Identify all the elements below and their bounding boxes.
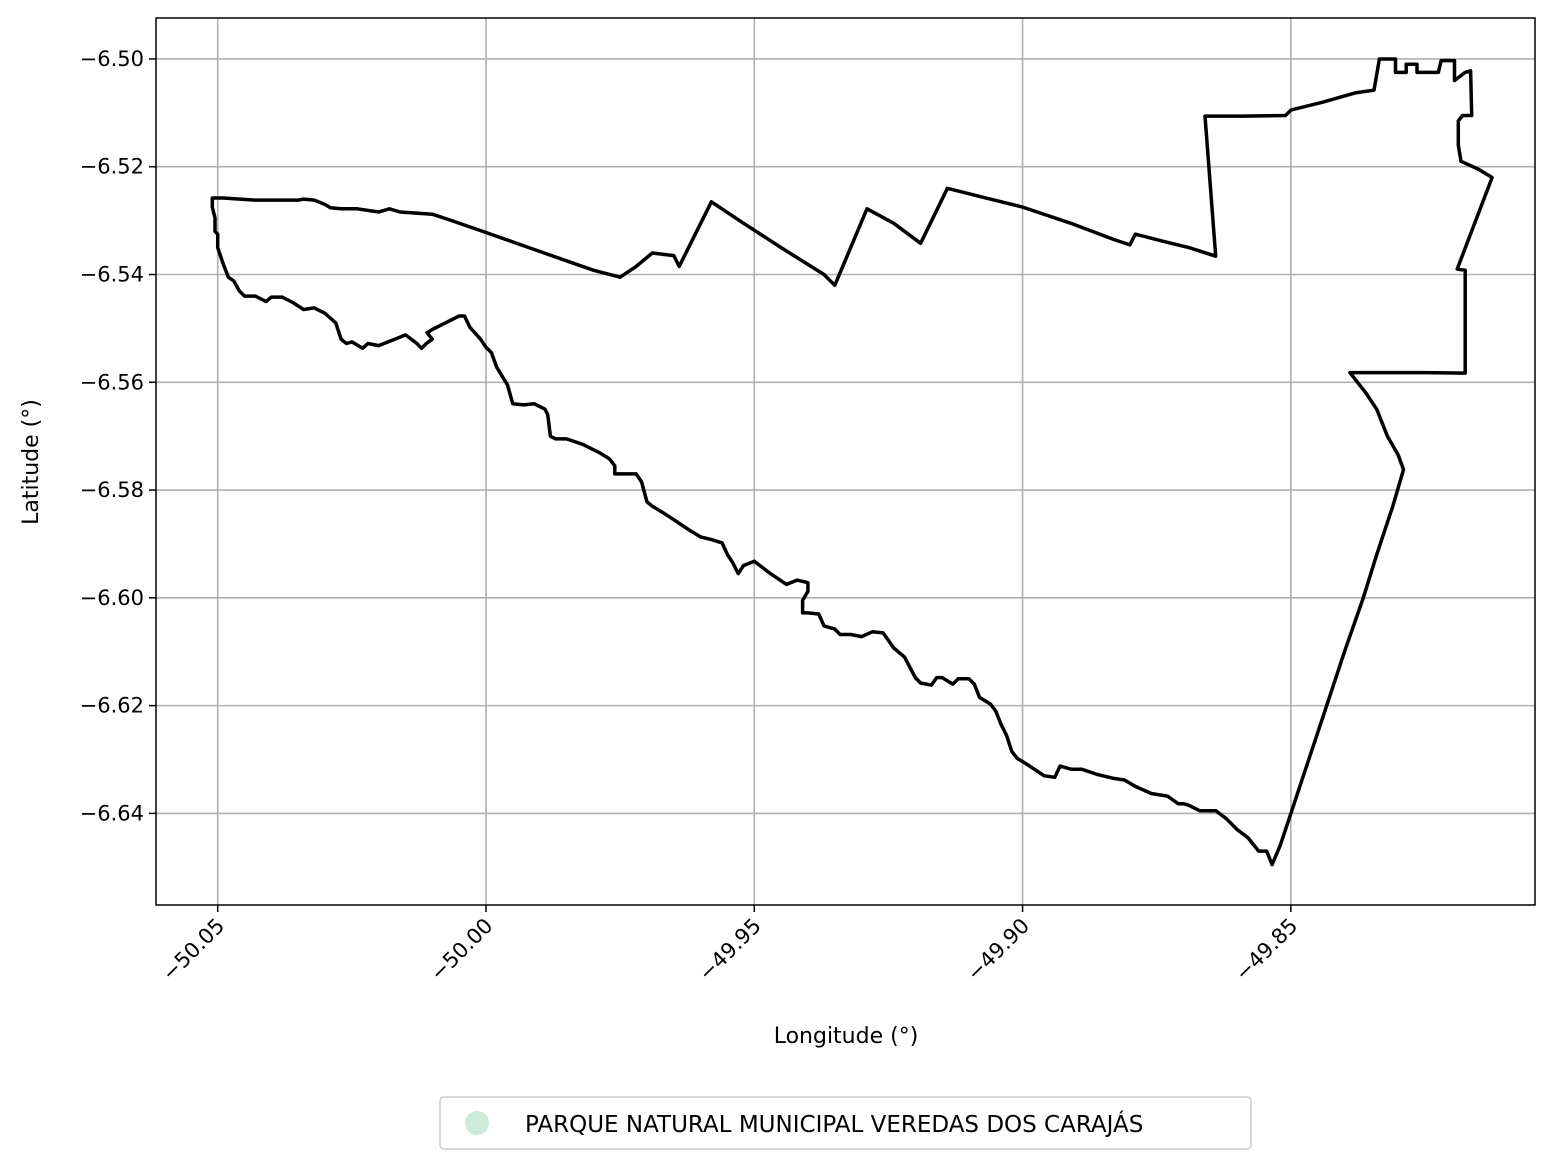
y-tick-label: −6.60	[80, 586, 144, 610]
y-tick-label: −6.50	[80, 47, 144, 71]
y-axis-label: Latitude (°)	[19, 399, 44, 525]
y-tick-label: −6.58	[80, 478, 144, 502]
plot-frame	[155, 17, 1536, 906]
y-tick-label: −6.52	[80, 155, 144, 179]
y-tick-label: −6.56	[80, 370, 144, 394]
y-tick-label: −6.62	[80, 694, 144, 718]
y-tick-label: −6.64	[80, 801, 144, 825]
legend-frame	[439, 1096, 1252, 1150]
legend: PARQUE NATURAL MUNICIPAL VEREDAS DOS CAR…	[439, 1096, 1252, 1150]
legend-entry-label: PARQUE NATURAL MUNICIPAL VEREDAS DOS CAR…	[525, 1110, 1143, 1138]
y-axis-ticks: −6.50 −6.52 −6.54 −6.56 −6.58 −6.60 −6.62 −6.64	[80, 47, 156, 825]
park-boundary-polygon	[210, 57, 1494, 867]
x-axis-label: Longitude (°)	[774, 1024, 919, 1049]
legend-swatch-icon	[465, 1111, 489, 1135]
y-tick-label: −6.54	[80, 263, 144, 287]
grid-lines	[156, 18, 1535, 905]
